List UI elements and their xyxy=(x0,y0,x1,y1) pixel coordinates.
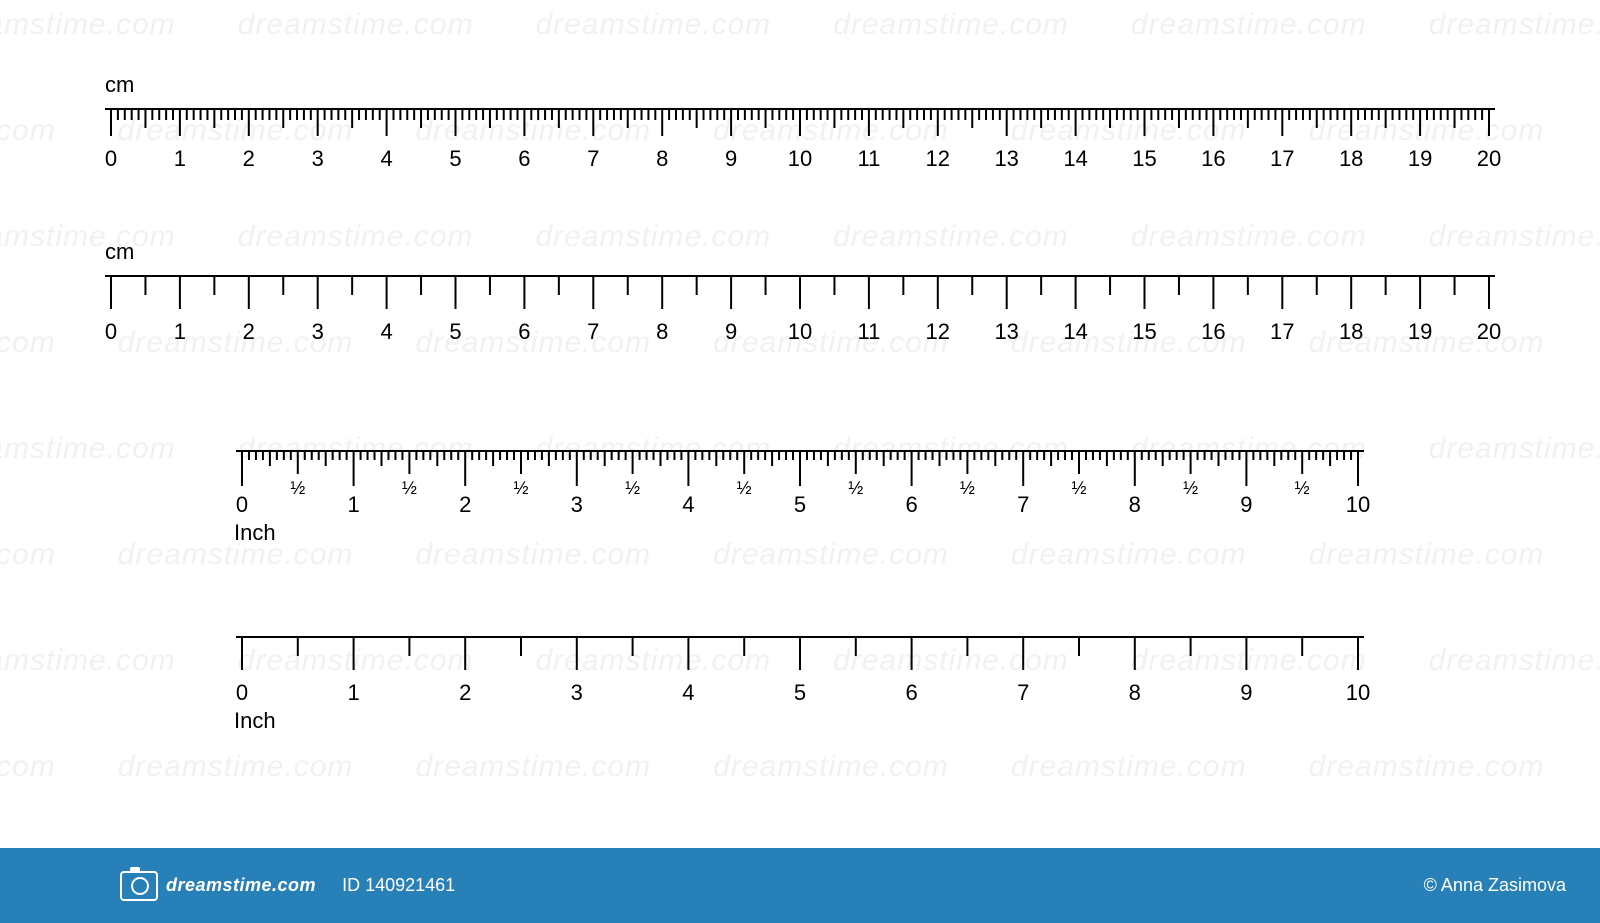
tick-label: 12 xyxy=(926,319,950,345)
camera-icon xyxy=(120,871,158,901)
half-label: ½ xyxy=(1071,478,1086,499)
tick-label: 2 xyxy=(243,319,255,345)
tick-label: 9 xyxy=(1240,492,1252,518)
tick-label: 11 xyxy=(857,146,880,172)
tick-label: 10 xyxy=(788,319,812,345)
tick-label: 3 xyxy=(571,492,583,518)
tick-label: 3 xyxy=(312,319,324,345)
footer-band: dreamstime.com ID 140921461 © Anna Zasim… xyxy=(0,848,1600,923)
tick-label: 19 xyxy=(1408,319,1432,345)
tick-label: 3 xyxy=(312,146,324,172)
tick-label: 4 xyxy=(682,680,694,706)
tick-label: 9 xyxy=(725,319,737,345)
dreamstime-logo: dreamstime.com xyxy=(120,871,316,901)
tick-label: 18 xyxy=(1339,146,1363,172)
tick-label: 20 xyxy=(1477,146,1501,172)
tick-label: 0 xyxy=(236,492,248,518)
tick-label: 12 xyxy=(926,146,950,172)
tick-label: 7 xyxy=(587,319,599,345)
tick-label: 7 xyxy=(1017,680,1029,706)
ruler-inch-half: 012345678910Inch xyxy=(236,636,1364,672)
tick-label: 1 xyxy=(174,146,186,172)
tick-label: 1 xyxy=(347,492,359,518)
brand-text: dreamstime.com xyxy=(166,875,316,896)
tick-label: 8 xyxy=(1129,492,1141,518)
tick-label: 13 xyxy=(994,319,1018,345)
ruler-svg xyxy=(105,275,1495,311)
half-label: ½ xyxy=(960,478,975,499)
tick-label: 8 xyxy=(656,319,668,345)
tick-label: 2 xyxy=(459,492,471,518)
tick-label: 4 xyxy=(682,492,694,518)
tick-label: 8 xyxy=(656,146,668,172)
ruler-cm-mm: 01234567891011121314151617181920cm xyxy=(105,108,1495,138)
tick-label: 2 xyxy=(459,680,471,706)
half-label: ½ xyxy=(848,478,863,499)
unit-label: Inch xyxy=(234,708,276,734)
tick-label: 14 xyxy=(1063,146,1087,172)
tick-label: 16 xyxy=(1201,146,1225,172)
credit-text: © Anna Zasimova xyxy=(1424,875,1566,896)
tick-label: 19 xyxy=(1408,146,1432,172)
tick-label: 1 xyxy=(174,319,186,345)
tick-label: 3 xyxy=(571,680,583,706)
tick-label: 15 xyxy=(1132,319,1156,345)
watermark-row: dreamstime.com dreamstime.com dreamstime… xyxy=(0,220,1600,254)
half-label: ½ xyxy=(1295,478,1310,499)
tick-label: 6 xyxy=(518,146,530,172)
tick-label: 17 xyxy=(1270,319,1294,345)
tick-label: 20 xyxy=(1477,319,1501,345)
watermark-row: dreamstime.com dreamstime.com dreamstime… xyxy=(0,8,1600,42)
half-label: ½ xyxy=(402,478,417,499)
watermark-row: dreamstime.com dreamstime.com dreamstime… xyxy=(0,750,1600,784)
tick-label: 7 xyxy=(1017,492,1029,518)
ruler-inch-16: 012345678910½½½½½½½½½½Inch xyxy=(236,450,1364,488)
footer-left: dreamstime.com ID 140921461 xyxy=(120,871,455,901)
half-label: ½ xyxy=(513,478,528,499)
tick-label: 2 xyxy=(243,146,255,172)
tick-label: 4 xyxy=(380,319,392,345)
tick-label: 15 xyxy=(1132,146,1156,172)
tick-label: 11 xyxy=(857,319,880,345)
tick-label: 5 xyxy=(794,680,806,706)
tick-label: 6 xyxy=(905,680,917,706)
unit-label: Inch xyxy=(234,520,276,546)
tick-label: 5 xyxy=(794,492,806,518)
half-label: ½ xyxy=(1183,478,1198,499)
half-label: ½ xyxy=(737,478,752,499)
tick-label: 0 xyxy=(105,319,117,345)
tick-label: 9 xyxy=(725,146,737,172)
half-label: ½ xyxy=(625,478,640,499)
unit-label: cm xyxy=(105,72,134,98)
tick-label: 16 xyxy=(1201,319,1225,345)
unit-label: cm xyxy=(105,239,134,265)
tick-label: 8 xyxy=(1129,680,1141,706)
tick-label: 10 xyxy=(1346,680,1370,706)
tick-label: 4 xyxy=(380,146,392,172)
tick-label: 9 xyxy=(1240,680,1252,706)
tick-label: 10 xyxy=(1346,492,1370,518)
ruler-svg xyxy=(105,108,1495,138)
image-id: ID 140921461 xyxy=(342,875,455,896)
ruler-svg xyxy=(236,636,1364,672)
canvas: dreamstime.com dreamstime.com dreamstime… xyxy=(0,0,1600,923)
ruler-cm-half: 01234567891011121314151617181920cm xyxy=(105,275,1495,311)
tick-label: 5 xyxy=(449,146,461,172)
tick-label: 10 xyxy=(788,146,812,172)
tick-label: 6 xyxy=(518,319,530,345)
tick-label: 17 xyxy=(1270,146,1294,172)
tick-label: 5 xyxy=(449,319,461,345)
tick-label: 14 xyxy=(1063,319,1087,345)
tick-label: 0 xyxy=(105,146,117,172)
tick-label: 6 xyxy=(905,492,917,518)
tick-label: 7 xyxy=(587,146,599,172)
tick-label: 13 xyxy=(994,146,1018,172)
tick-label: 18 xyxy=(1339,319,1363,345)
tick-label: 0 xyxy=(236,680,248,706)
half-label: ½ xyxy=(290,478,305,499)
tick-label: 1 xyxy=(347,680,359,706)
